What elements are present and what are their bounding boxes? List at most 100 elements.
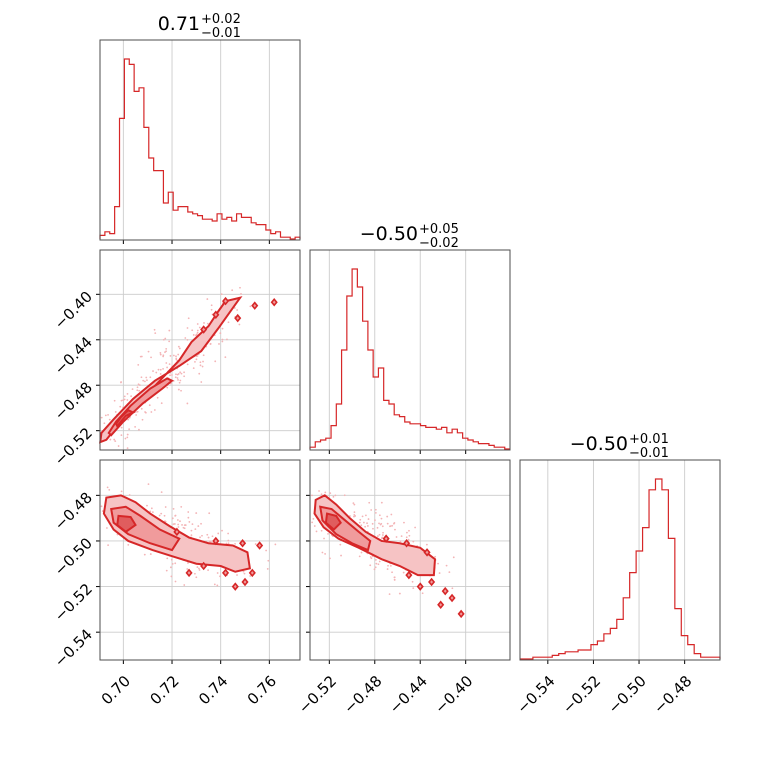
scatter-point xyxy=(190,529,193,532)
scatter-point xyxy=(207,569,209,572)
scatter-point xyxy=(378,560,381,563)
contour-island xyxy=(416,582,424,591)
scatter-point xyxy=(180,505,183,508)
scatter-point xyxy=(172,354,175,357)
scatter-point xyxy=(358,555,361,558)
scatter-point xyxy=(194,572,196,575)
pair-panel-1-2: −0.52 −0.48 −0.44 −0.40 xyxy=(295,459,511,717)
scatter-point xyxy=(173,523,176,525)
scatter-point xyxy=(339,543,342,546)
scatter-point xyxy=(329,492,332,495)
scatter-point xyxy=(207,536,210,539)
scatter-point xyxy=(381,537,383,540)
scatter-point xyxy=(201,534,203,537)
scatter-point xyxy=(169,355,172,357)
contour-island xyxy=(270,298,278,307)
scatter-point xyxy=(358,521,361,524)
contour-line-outer xyxy=(313,494,437,577)
scatter-point xyxy=(176,377,179,379)
scatter-point xyxy=(137,383,140,386)
scatter-point xyxy=(266,568,269,570)
scatter-point xyxy=(174,376,177,379)
scatter-point xyxy=(364,525,367,528)
scatter-point xyxy=(150,411,153,413)
scatter-point xyxy=(177,372,180,375)
contour-island xyxy=(234,313,242,323)
scatter-point xyxy=(177,353,180,356)
x-tick-label: −0.54 xyxy=(513,672,558,717)
scatter-point xyxy=(311,521,314,524)
contour-line-inner xyxy=(319,505,372,552)
scatter-point xyxy=(162,354,165,357)
scatter-point xyxy=(186,327,189,329)
scatter-point xyxy=(162,338,165,341)
scatter-point xyxy=(176,519,179,521)
scatter-point xyxy=(353,511,356,514)
scatter-point xyxy=(386,522,389,525)
scatter-point xyxy=(177,523,180,526)
scatter-point xyxy=(359,518,362,521)
scatter-point xyxy=(196,355,199,357)
scatter-point xyxy=(332,495,335,498)
scatter-point xyxy=(139,355,142,358)
scatter-point xyxy=(187,516,190,519)
scatter-point xyxy=(126,436,129,439)
scatter-point xyxy=(166,386,169,389)
contour-island xyxy=(241,577,249,587)
scatter-point xyxy=(366,522,368,525)
scatter-point xyxy=(126,392,129,395)
contour-island xyxy=(239,538,247,548)
scatter-point xyxy=(140,407,143,410)
contour-island xyxy=(248,568,256,578)
scatter-point xyxy=(203,322,205,324)
scatter-point xyxy=(390,513,393,516)
x-tick-label: −0.52 xyxy=(295,672,340,717)
scatter-point xyxy=(353,503,356,506)
scatter-point xyxy=(391,524,394,527)
scatter-point xyxy=(169,374,171,377)
scatter-point xyxy=(184,524,187,526)
scatter-point xyxy=(100,416,103,419)
scatter-point xyxy=(213,583,216,586)
scatter-point xyxy=(202,360,204,363)
scatter-point xyxy=(175,355,177,358)
scatter-point xyxy=(196,323,199,325)
scatter-point xyxy=(178,381,181,384)
title-param-1-plus: +0.05 xyxy=(419,222,459,237)
contour-island xyxy=(256,541,264,550)
x-tick-label: 0.70 xyxy=(98,672,134,708)
scatter-point xyxy=(194,528,197,531)
scatter-point xyxy=(164,337,167,340)
scatter-point xyxy=(123,395,126,398)
contour-island xyxy=(251,301,259,310)
scatter-point xyxy=(371,522,374,525)
scatter-point xyxy=(113,399,116,402)
scatter-point xyxy=(372,527,374,530)
scatter-point xyxy=(177,388,180,391)
scatter-point xyxy=(360,524,363,527)
scatter-point xyxy=(265,549,268,552)
title-param-0-plus: +0.02 xyxy=(201,12,241,27)
scatter-point xyxy=(179,379,182,382)
scatter-point xyxy=(391,571,393,574)
scatter-point xyxy=(377,563,380,566)
contour-line-inner xyxy=(107,377,174,437)
scatter-point xyxy=(343,494,346,497)
scatter-point xyxy=(145,376,148,379)
scatter-point xyxy=(389,564,392,567)
scatter-point xyxy=(236,309,239,311)
contour-island xyxy=(428,577,436,587)
scatter-point xyxy=(146,504,148,507)
scatter-point xyxy=(137,363,140,366)
scatter-point xyxy=(198,372,201,375)
scatter-point xyxy=(226,338,228,341)
scatter-point xyxy=(327,532,329,535)
scatter-point xyxy=(136,410,139,413)
scatter-point xyxy=(211,535,214,538)
scatter-point xyxy=(329,557,331,560)
scatter-point xyxy=(150,507,153,510)
scatter-point xyxy=(165,362,168,364)
scatter-point xyxy=(366,525,369,527)
scatter-point xyxy=(421,592,424,595)
scatter-point xyxy=(218,343,220,345)
